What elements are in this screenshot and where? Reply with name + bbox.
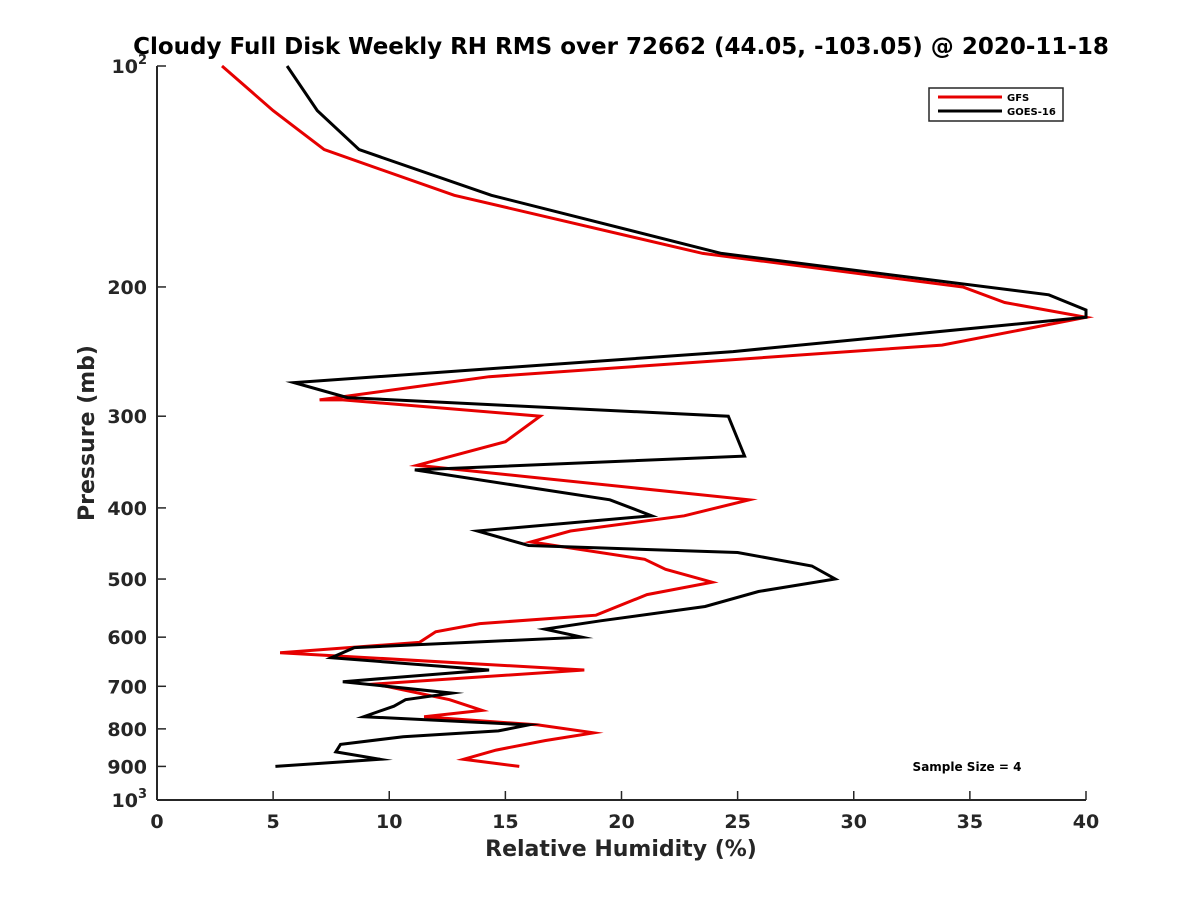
y-tick-label: 103 <box>112 787 148 812</box>
x-tick-label: 0 <box>150 811 163 833</box>
plot-area: 0 5 10 15 20 25 30 35 40 10220030040050060070080… <box>107 53 1099 833</box>
series-line-gfs <box>221 64 1095 768</box>
y-tick-label: 200 <box>107 277 147 299</box>
x-tick-label: 30 <box>841 811 867 833</box>
x-axis-label: Relative Humidity (%) <box>485 837 757 862</box>
y-axis-label: Pressure (mb) <box>75 345 100 521</box>
y-tick-label: 800 <box>107 719 147 741</box>
x-tick-label: 5 <box>267 811 280 833</box>
x-tick-label: 10 <box>376 811 402 833</box>
chart-title: Cloudy Full Disk Weekly RH RMS over 7266… <box>133 34 1109 60</box>
legend-label-gfs: GFS <box>1007 93 1029 104</box>
y-tick-label-exponent: 2 <box>138 53 147 68</box>
series-line-goes16 <box>275 65 1088 768</box>
x-ticks: 0 5 10 15 20 25 30 35 40 <box>150 791 1099 833</box>
x-tick-label: 25 <box>724 811 750 833</box>
y-tick-label-base: 10 <box>112 790 138 812</box>
sample-size-annotation: Sample Size = 4 <box>913 760 1022 774</box>
y-tick-label: 500 <box>107 569 147 591</box>
legend-label-goes16: GOES-16 <box>1007 107 1056 118</box>
y-tick-label: 600 <box>107 627 147 649</box>
x-tick-label: 35 <box>957 811 983 833</box>
series-layer <box>221 64 1095 768</box>
y-tick-label: 400 <box>107 498 147 520</box>
legend: GFS GOES-16 <box>928 87 1064 122</box>
y-tick-label: 102 <box>112 53 148 78</box>
y-tick-label: 900 <box>107 756 147 778</box>
y-tick-label-exponent: 3 <box>138 787 147 802</box>
y-tick-label: 700 <box>107 676 147 698</box>
y-tick-label: 300 <box>107 406 147 428</box>
x-tick-label: 15 <box>492 811 518 833</box>
x-tick-label: 40 <box>1073 811 1099 833</box>
y-tick-label-base: 10 <box>112 56 138 78</box>
x-tick-label: 20 <box>608 811 634 833</box>
legend-box <box>928 87 1064 122</box>
